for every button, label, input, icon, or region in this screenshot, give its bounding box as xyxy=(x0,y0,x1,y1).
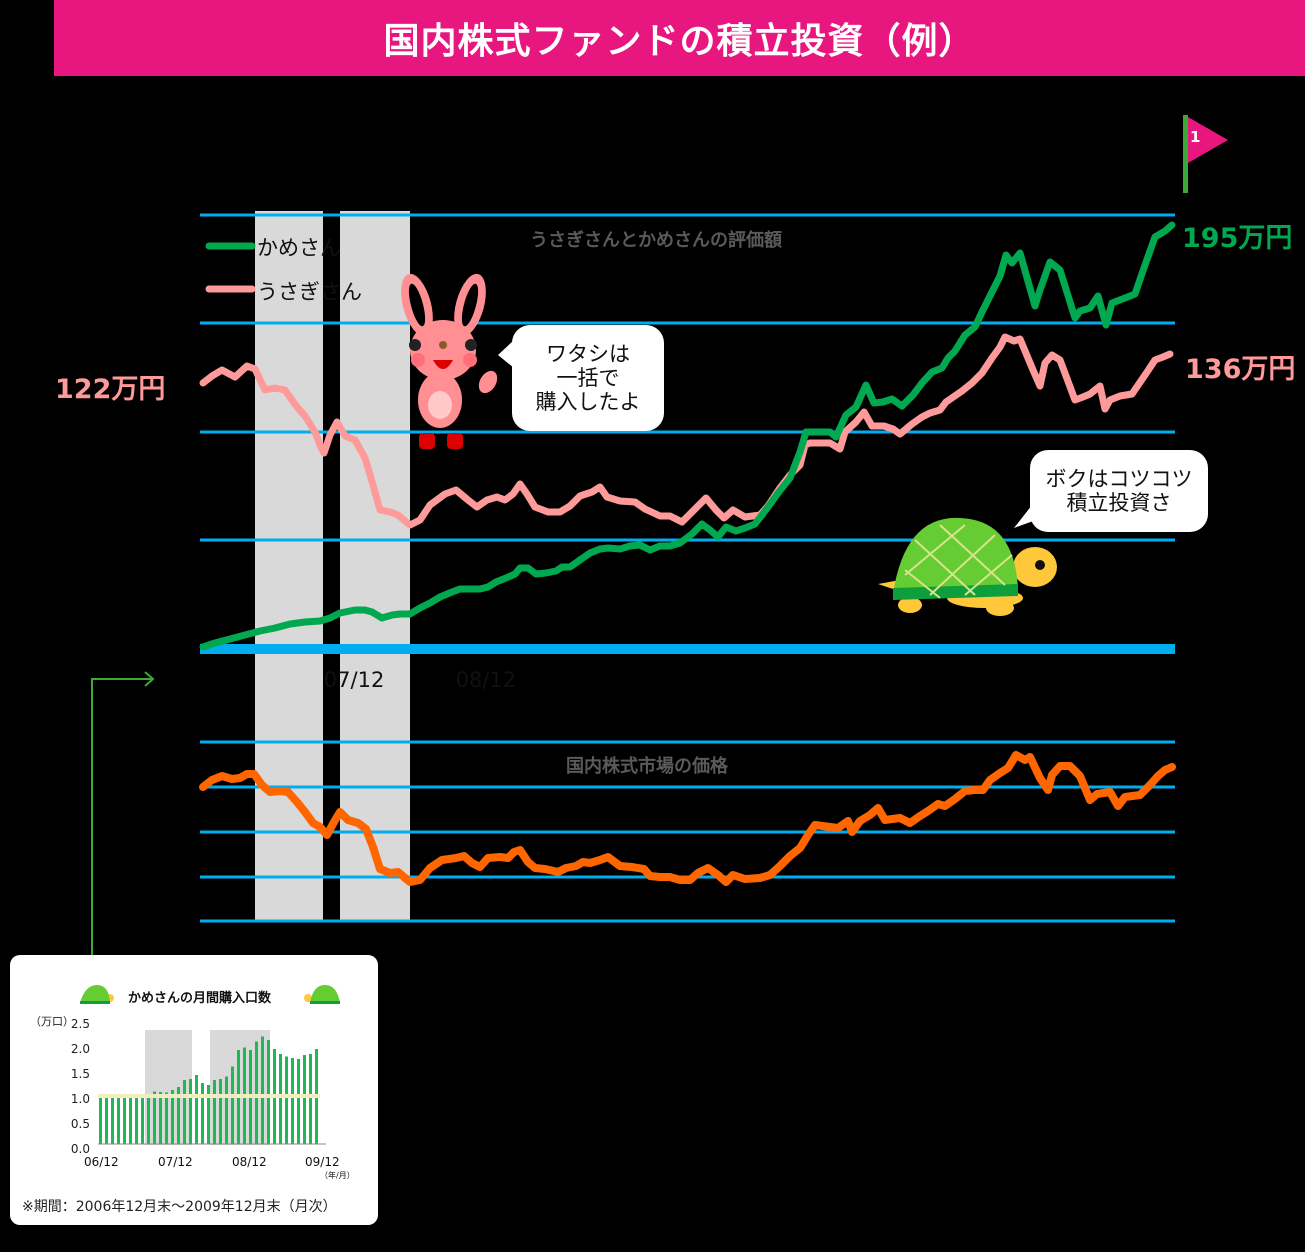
inset-reference-line xyxy=(98,1094,320,1098)
inset-bar xyxy=(267,1040,270,1144)
x-tick: 09/12 xyxy=(587,668,648,692)
inset-bar xyxy=(147,1096,150,1144)
kame-end-value: 195万円 xyxy=(1182,223,1293,254)
inset-bar xyxy=(117,1095,120,1144)
x-tick: 07/12 xyxy=(323,668,385,692)
inset-y-unit: （万口） xyxy=(30,1015,74,1028)
legend-usagi-label: うさぎさん xyxy=(257,280,362,304)
inset-bar xyxy=(261,1036,264,1144)
inset-bar xyxy=(309,1054,312,1144)
upper-chart-title: うさぎさんとかめさんの評価額 xyxy=(530,230,782,251)
y-tick: 2.0 xyxy=(70,1042,90,1056)
turtle-icon-right xyxy=(304,985,340,1004)
inset-bar xyxy=(285,1056,288,1144)
inset-bar xyxy=(153,1091,156,1144)
lower-chart-title: 国内株式市場の価格 xyxy=(566,756,728,777)
inset-bar xyxy=(141,1096,144,1144)
y-tick: 1.5 xyxy=(70,1067,90,1081)
inset-bar xyxy=(213,1080,216,1144)
inset-x-tick: 09/12 xyxy=(305,1155,340,1169)
finish-flag-icon xyxy=(1183,115,1228,193)
inset-bar xyxy=(183,1080,186,1144)
upper-baseline xyxy=(200,644,1175,654)
inset-bar xyxy=(225,1076,228,1144)
shaded-period-2 xyxy=(340,211,410,920)
usagi-speech-bubble: ワタシは 一括で 購入したよ xyxy=(512,325,664,431)
inset-bar xyxy=(165,1092,168,1144)
inset-bar xyxy=(219,1079,222,1144)
market-price-line xyxy=(199,751,1176,886)
inset-bar xyxy=(105,1095,108,1144)
inset-bar xyxy=(201,1083,204,1144)
rabbit-character-icon xyxy=(401,273,498,449)
legend-kame-label: かめさん xyxy=(257,236,341,260)
inset-bar xyxy=(291,1058,294,1144)
inset-bars xyxy=(99,1036,318,1144)
inset-connector-arrow xyxy=(85,671,155,975)
x-tick: 06/12 xyxy=(192,668,253,692)
kame-speech-bubble: ボクはコツコツ 積立投資さ xyxy=(1030,450,1208,532)
inset-bar xyxy=(231,1066,234,1144)
y-tick: 0.5 xyxy=(70,1117,90,1131)
inset-bar xyxy=(135,1096,138,1144)
inset-bar xyxy=(189,1079,192,1144)
inset-period-note: ※期間：2006年12月末～2009年12月末（月次） xyxy=(22,1199,337,1215)
inset-x-tick: 08/12 xyxy=(232,1155,267,1169)
page-title-bar: 国内株式ファンドの積立投資（例） xyxy=(54,0,1305,76)
y-tick: 2.5 xyxy=(70,1017,90,1031)
x-tick: 11/12 xyxy=(850,668,912,692)
x-tick: 12/12 xyxy=(982,668,1044,692)
inset-bar xyxy=(303,1055,306,1144)
inset-bar xyxy=(159,1092,162,1144)
inset-bar xyxy=(297,1059,300,1144)
inset-x-tick: 07/12 xyxy=(158,1155,193,1169)
kame-series-line xyxy=(199,221,1176,651)
upper-x-axis: 06/12 07/12 08/12 09/12 10/12 11/12 12/1… xyxy=(192,668,1175,694)
turtle-icon-left xyxy=(80,985,114,1004)
lower-gridlines xyxy=(200,740,1175,923)
y-tick: 0.0 xyxy=(70,1142,90,1156)
inset-bar xyxy=(177,1087,180,1144)
usagi-series-line xyxy=(199,333,1174,529)
inset-x-unit: （年/月） xyxy=(320,1171,355,1180)
inset-bar xyxy=(195,1075,198,1144)
usagi-end-value: 136万円 xyxy=(1185,354,1296,385)
inset-bar xyxy=(279,1054,282,1144)
inset-title: かめさんの月間購入口数 xyxy=(128,991,272,1006)
inset-bar xyxy=(129,1095,132,1144)
usagi-bubble-tail xyxy=(498,340,514,368)
inset-y-axis: 2.5 2.0 1.5 1.0 0.5 0.0 xyxy=(66,1012,90,1162)
x-tick: 08/12 xyxy=(455,668,517,692)
shaded-period-1 xyxy=(255,211,323,920)
inset-bar xyxy=(99,1094,102,1144)
page-title: 国内株式ファンドの積立投資（例） xyxy=(383,21,976,62)
inset-bar xyxy=(123,1095,126,1144)
inset-chart-canvas xyxy=(80,985,340,1145)
turtle-character-icon xyxy=(878,517,1057,616)
inset-x-tick: 06/12 xyxy=(84,1155,119,1169)
inset-bar xyxy=(111,1095,114,1144)
x-tick: 10/12 xyxy=(719,668,780,692)
kame-bubble-tail xyxy=(1014,500,1036,528)
flag-number: 1 xyxy=(1190,128,1201,146)
inset-bar xyxy=(207,1085,210,1144)
usagi-start-value: 122万円 xyxy=(55,374,166,405)
y-tick: 1.0 xyxy=(70,1092,90,1106)
inset-bar xyxy=(171,1090,174,1144)
x-tick: 13/12 xyxy=(1114,668,1175,692)
inset-bar xyxy=(255,1041,258,1144)
